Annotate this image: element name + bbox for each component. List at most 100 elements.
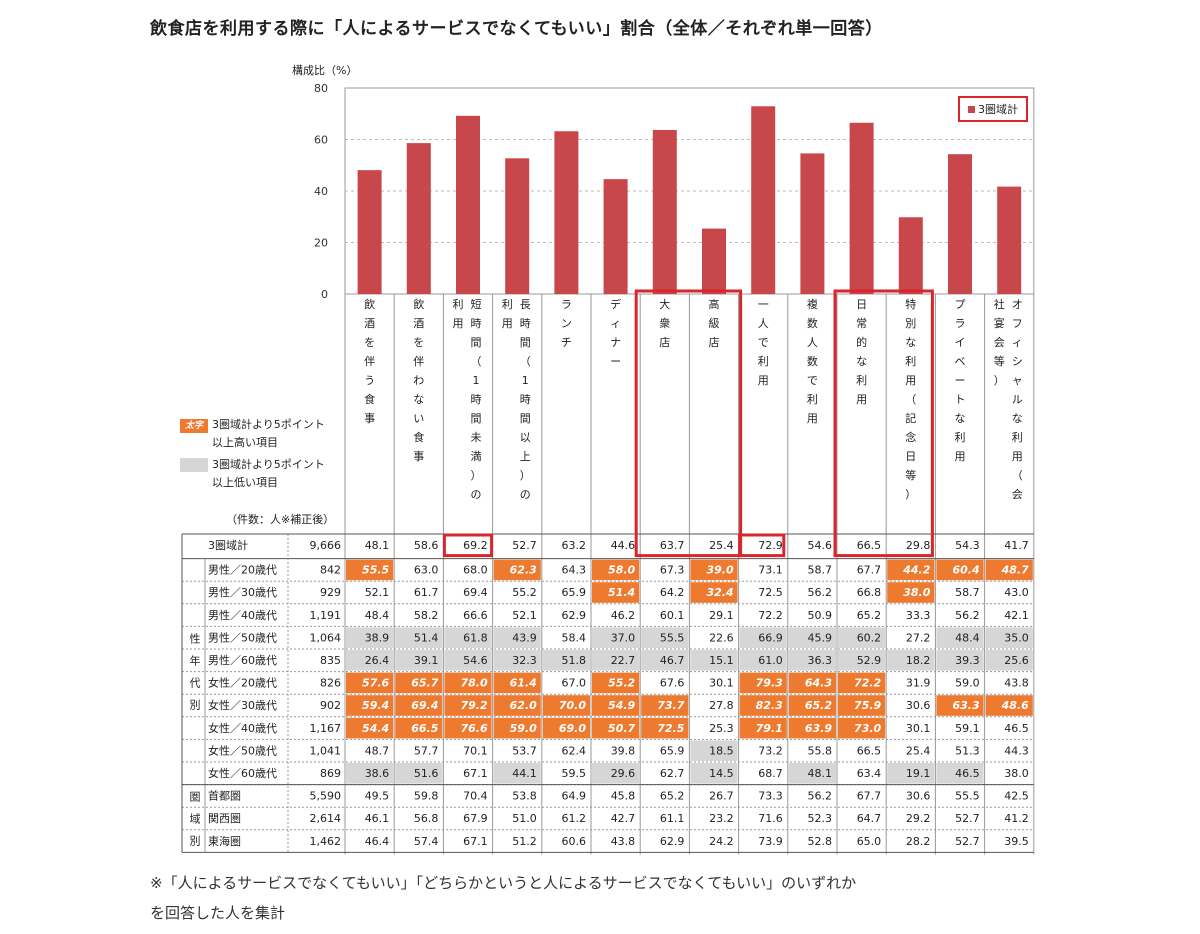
- table-cell: 66.5: [857, 539, 882, 552]
- table-cell: 44.1: [512, 767, 537, 780]
- table-cell: 54.6: [808, 539, 833, 552]
- cell-low: [788, 650, 836, 671]
- bar: [849, 122, 874, 294]
- table-cell: 48.1: [808, 767, 833, 780]
- footnote-line2: を回答した人を集計: [150, 904, 286, 922]
- row-count: 5,590: [310, 790, 342, 803]
- table-cell: 39.0: [706, 564, 733, 577]
- column-label-char: 間: [471, 412, 482, 425]
- column-label-char: 利: [453, 298, 464, 311]
- cell-low: [739, 650, 787, 671]
- column-label-char: 1: [473, 374, 480, 387]
- table-cell: 67.3: [660, 564, 685, 577]
- cell-high: [493, 672, 541, 694]
- row-count: 826: [320, 677, 341, 690]
- table-cell: 63.4: [857, 767, 882, 780]
- column-label-char: ィ: [1012, 336, 1023, 349]
- table-cell: 26.7: [709, 790, 734, 803]
- table-cell: 33.3: [906, 609, 931, 622]
- table-cell: 64.3: [562, 564, 587, 577]
- cell-high: [887, 582, 935, 603]
- cell-low: [346, 650, 394, 671]
- bar: [800, 153, 825, 294]
- column-label-char: 用: [758, 374, 769, 387]
- bar: [702, 228, 726, 294]
- table-cell: 56.2: [808, 790, 833, 803]
- table-cell: 42.1: [1004, 609, 1029, 622]
- row-count: 1,167: [310, 722, 342, 735]
- column-label-char: わ: [413, 374, 424, 387]
- table-cell: 58.7: [955, 586, 980, 599]
- column-label-char: な: [413, 393, 424, 406]
- table-cell: 73.2: [758, 744, 783, 757]
- table-cell: 32.3: [512, 654, 537, 667]
- column-label-char: 利: [758, 355, 769, 368]
- y-tick-label: 0: [321, 288, 328, 301]
- table-cell: 27.8: [709, 699, 734, 712]
- bar: [554, 131, 579, 294]
- column-label-char: 酒: [413, 317, 424, 330]
- cell-high: [395, 717, 443, 739]
- y-tick-label: 80: [314, 82, 328, 95]
- table-cell: 46.5: [1004, 722, 1029, 735]
- cell-low: [838, 650, 886, 671]
- chart-legend: 3圏域計: [958, 96, 1028, 122]
- row-label: 首都圏: [208, 789, 241, 803]
- column-label-char: の: [520, 488, 531, 501]
- table-cell: 76.6: [460, 722, 487, 735]
- table-cell: 57.7: [414, 744, 439, 757]
- cell-low: [788, 627, 836, 648]
- table-cell: 66.5: [857, 744, 882, 757]
- table-cell: 39.3: [955, 654, 980, 667]
- table-cell: 49.5: [365, 790, 390, 803]
- table-cell: 73.7: [657, 699, 684, 712]
- table-cell: 63.0: [414, 564, 439, 577]
- table-cell: 53.7: [512, 744, 537, 757]
- row-label: 女性／30歳代: [208, 698, 277, 712]
- cell-low: [542, 650, 590, 671]
- table-cell: 26.4: [365, 654, 390, 667]
- column-label-char: 数: [807, 355, 818, 368]
- bar-chart: 020406080飲酒を伴う食事飲酒を伴わない食事短時間（1時間未満）の利用長時…: [181, 82, 1035, 855]
- row-label: 男性／60歳代: [208, 653, 277, 667]
- table-cell: 67.7: [857, 790, 882, 803]
- table-cell: 79.1: [756, 722, 783, 735]
- cell-low: [739, 627, 787, 648]
- table-cell: 65.9: [660, 744, 685, 757]
- bar: [997, 186, 1022, 294]
- column-label-char: 利: [807, 393, 818, 406]
- column-label-char: オ: [1012, 298, 1023, 311]
- row-label: 男性／20歳代: [208, 563, 277, 577]
- table-cell: 58.6: [414, 539, 439, 552]
- row-label: 東海圏: [208, 834, 241, 848]
- column-label-char: 常: [856, 317, 867, 330]
- cell-low: [641, 650, 689, 671]
- column-label-char: 用: [807, 412, 818, 425]
- group-label-char: 別: [190, 699, 201, 712]
- cell-high: [690, 582, 738, 603]
- table-cell: 72.2: [758, 609, 783, 622]
- group-label-char: 別: [190, 835, 201, 848]
- column-label-char: 伴: [364, 355, 375, 368]
- column-label-char: ベ: [955, 355, 966, 368]
- cell-high: [887, 559, 935, 581]
- row-count: 1,064: [310, 631, 342, 644]
- cell-low: [493, 650, 541, 671]
- column-label-char: 飲: [364, 297, 375, 311]
- cell-high: [542, 695, 590, 716]
- column-label-char: 飲: [413, 297, 424, 311]
- table-cell: 46.5: [955, 767, 980, 780]
- table-cell: 65.2: [805, 699, 832, 712]
- table-cell: 46.7: [660, 654, 685, 667]
- table-cell: 25.4: [906, 744, 931, 757]
- cell-high: [592, 695, 640, 716]
- table-cell: 23.2: [709, 812, 734, 825]
- y-tick-label: 40: [314, 185, 328, 198]
- table-cell: 72.9: [758, 539, 783, 552]
- table-cell: 30.1: [709, 677, 734, 690]
- table-cell: 70.1: [463, 744, 488, 757]
- cell-low: [493, 627, 541, 648]
- table-cell: 38.9: [365, 631, 390, 644]
- table-cell: 59.4: [362, 699, 389, 712]
- table-cell: 73.3: [758, 790, 783, 803]
